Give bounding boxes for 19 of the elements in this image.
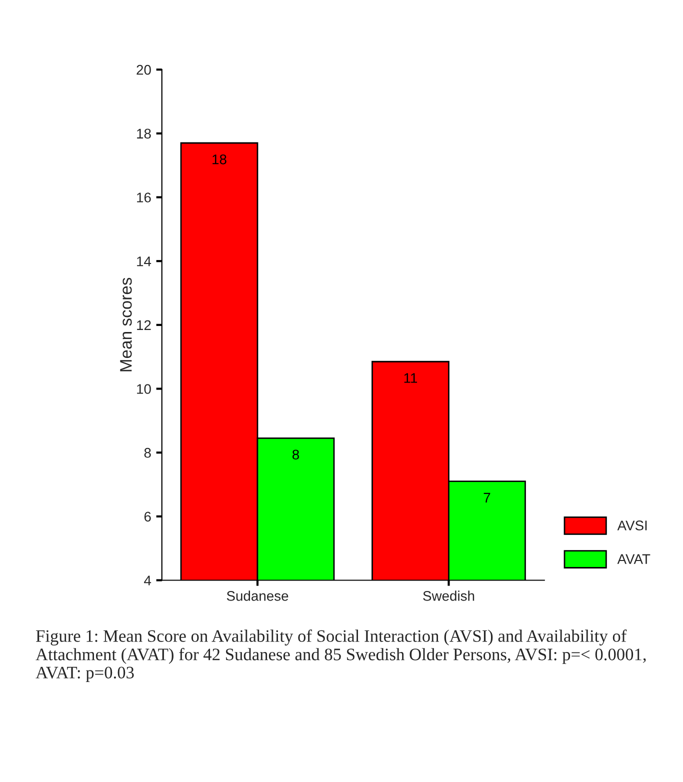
y-tick-label: 12 [137, 320, 151, 330]
data-label: 18 [212, 154, 226, 164]
caption: Figure 1: Mean Score on Availability of Social Interaction (AVSI) and Availability of Attachment (AVAT) for 42 Sudanese and 85 Swedish Older Persons, AVSI: p=< 0.0001, AVAT: p=0.03 [36, 630, 646, 682]
data-label: 11 [404, 373, 418, 383]
x-tick-label: Swedish [423, 590, 474, 601]
legend-label: AVAT [617, 554, 650, 564]
y-tick-label: 16 [137, 192, 151, 202]
y-tick-label: 14 [137, 256, 152, 266]
y-tick-label: 4 [144, 576, 152, 586]
y-tick-label: 6 [144, 512, 151, 522]
data-label: 8 [292, 450, 299, 460]
legend-label: AVSI [617, 520, 647, 530]
y-tick-label: 8 [144, 448, 151, 458]
y-tick-label: 18 [137, 128, 151, 139]
y-tick-label: 10 [137, 384, 151, 394]
y-axis-title: Mean scores [120, 278, 132, 372]
data-label: 7 [484, 492, 490, 502]
y-tick-label: 20 [136, 64, 151, 75]
x-tick-label: Sudanese [226, 590, 288, 601]
